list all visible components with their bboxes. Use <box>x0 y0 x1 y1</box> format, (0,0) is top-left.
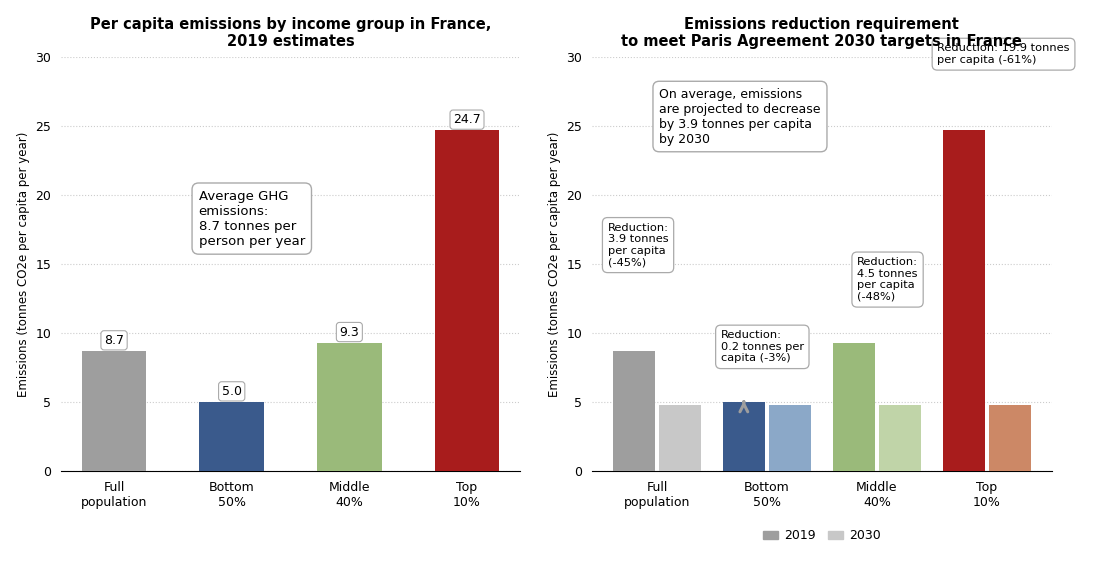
Bar <box>989 405 1031 471</box>
Text: 24.7: 24.7 <box>453 113 481 126</box>
Text: Reduction:
3.9 tonnes
per capita
(-45%): Reduction: 3.9 tonnes per capita (-45%) <box>607 222 669 267</box>
Text: 8.7: 8.7 <box>104 334 124 347</box>
Title: Emissions reduction requirement
to meet Paris Agreement 2030 targets in France: Emissions reduction requirement to meet … <box>622 17 1022 49</box>
Text: Reduction:
4.5 tonnes
per capita
(-48%): Reduction: 4.5 tonnes per capita (-48%) <box>857 257 919 302</box>
Bar <box>943 130 985 471</box>
Title: Per capita emissions by income group in France,
2019 estimates: Per capita emissions by income group in … <box>89 17 491 49</box>
Text: Reduction: 19.9 tonnes
per capita (-61%): Reduction: 19.9 tonnes per capita (-61%) <box>937 43 1070 65</box>
Bar <box>317 343 382 471</box>
Text: On average, emissions
are projected to decrease
by 3.9 tonnes per capita
by 2030: On average, emissions are projected to d… <box>659 88 820 146</box>
Bar <box>879 405 921 471</box>
Bar <box>82 351 147 471</box>
Bar <box>769 405 811 471</box>
Y-axis label: Emissions (tonnes CO2e per capita per year): Emissions (tonnes CO2e per capita per ye… <box>548 131 561 397</box>
Bar <box>613 351 655 471</box>
Text: 5.0: 5.0 <box>222 385 242 398</box>
Bar <box>659 405 701 471</box>
Bar <box>200 402 264 471</box>
Y-axis label: Emissions (tonnes CO2e per capita per year): Emissions (tonnes CO2e per capita per ye… <box>17 131 30 397</box>
Bar <box>435 130 499 471</box>
Text: 9.3: 9.3 <box>340 325 359 339</box>
Text: Reduction:
0.2 tonnes per
capita (-3%): Reduction: 0.2 tonnes per capita (-3%) <box>721 330 804 364</box>
Bar <box>723 402 765 471</box>
Legend: 2019, 2030: 2019, 2030 <box>757 525 887 547</box>
Bar <box>832 343 874 471</box>
Text: Average GHG
emissions:
8.7 tonnes per
person per year: Average GHG emissions: 8.7 tonnes per pe… <box>199 189 305 248</box>
